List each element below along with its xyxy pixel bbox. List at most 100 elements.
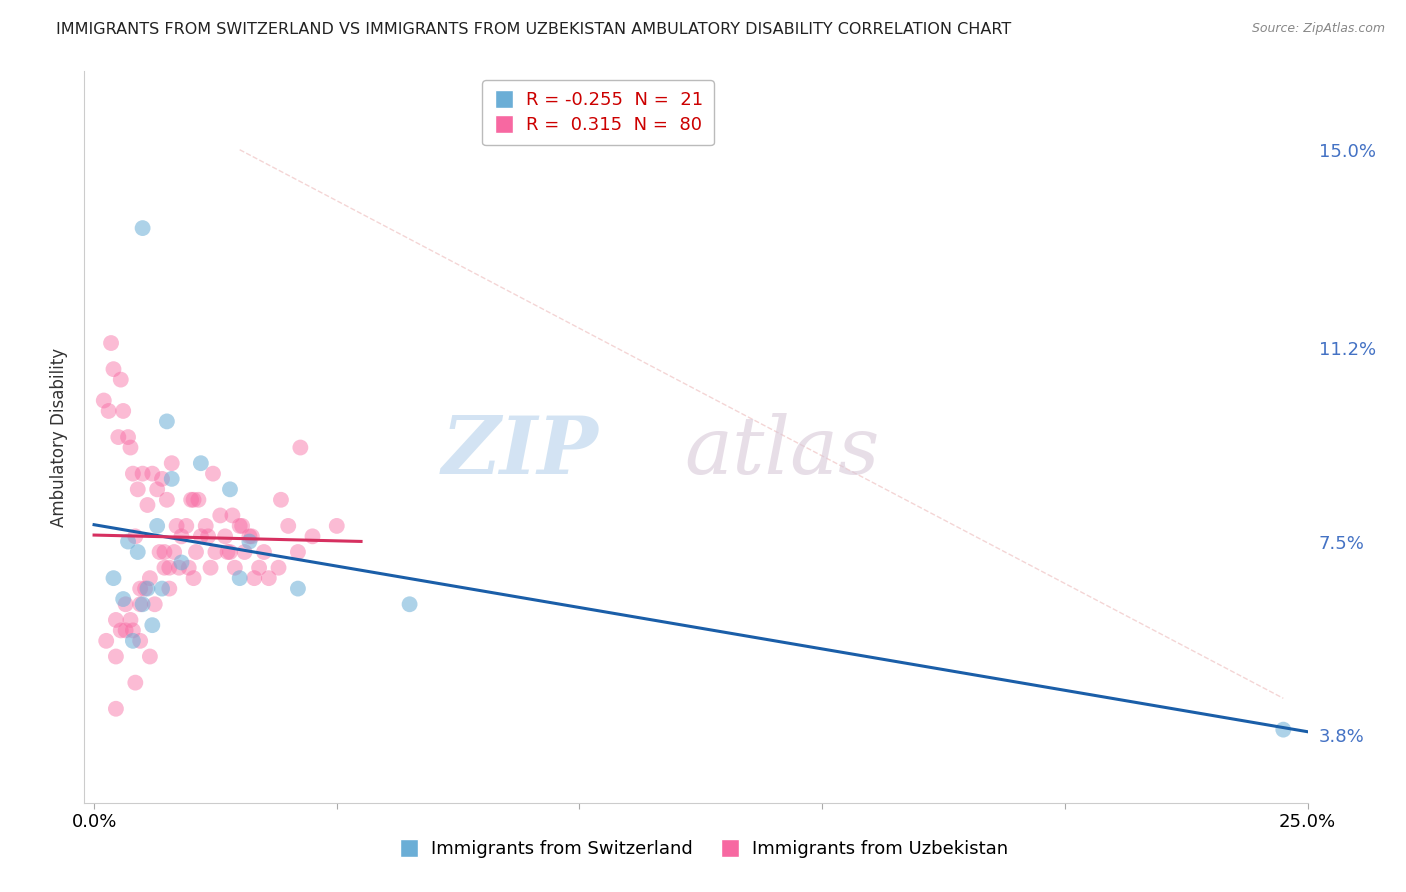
Point [156, 492, 179, 507]
Point [131, 597, 153, 611]
Point [107, 430, 129, 444]
Point [197, 529, 219, 543]
Point [200, 560, 222, 574]
Point [129, 633, 152, 648]
Point [122, 624, 145, 638]
Point [1272, 723, 1295, 737]
Point [277, 519, 299, 533]
Point [117, 534, 139, 549]
Point [233, 545, 256, 559]
Point [228, 519, 250, 533]
Legend: Immigrants from Switzerland, Immigrants from Uzbekistan: Immigrants from Switzerland, Immigrants … [391, 833, 1015, 865]
Point [217, 545, 239, 559]
Point [93, 393, 115, 408]
Point [146, 483, 169, 497]
Point [170, 556, 193, 570]
Point [117, 430, 139, 444]
Point [160, 456, 183, 470]
Point [180, 492, 202, 507]
Point [136, 582, 159, 596]
Point [131, 467, 153, 481]
Text: atlas: atlas [683, 413, 879, 491]
Point [257, 571, 280, 585]
Point [224, 560, 246, 574]
Point [129, 597, 152, 611]
Point [247, 560, 270, 574]
Point [174, 519, 197, 533]
Point [150, 472, 173, 486]
Point [139, 649, 162, 664]
Point [139, 571, 162, 585]
Point [219, 483, 242, 497]
Point [209, 508, 232, 523]
Point [103, 571, 125, 585]
Point [120, 441, 142, 455]
Point [104, 649, 127, 664]
Point [143, 597, 166, 611]
Point [127, 483, 149, 497]
Point [112, 404, 135, 418]
Point [127, 545, 149, 559]
Point [141, 618, 163, 632]
Y-axis label: Ambulatory Disability: Ambulatory Disability [49, 348, 67, 526]
Text: ZIP: ZIP [441, 413, 598, 491]
Point [240, 529, 263, 543]
Point [170, 529, 193, 543]
Point [398, 597, 420, 611]
Point [124, 675, 146, 690]
Point [238, 529, 260, 543]
Point [228, 571, 250, 585]
Point [120, 613, 142, 627]
Point [136, 498, 159, 512]
Point [157, 582, 180, 596]
Point [156, 414, 179, 428]
Point [231, 519, 253, 533]
Point [131, 221, 153, 235]
Point [326, 519, 349, 533]
Point [238, 534, 260, 549]
Point [190, 529, 212, 543]
Point [96, 633, 118, 648]
Point [204, 545, 226, 559]
Point [157, 560, 180, 574]
Point [267, 560, 290, 574]
Point [124, 529, 146, 543]
Point [146, 519, 169, 533]
Point [114, 624, 136, 638]
Point [201, 467, 224, 481]
Legend: R = -0.255  N =  21, R =  0.315  N =  80: R = -0.255 N = 21, R = 0.315 N = 80 [482, 80, 714, 145]
Point [100, 336, 122, 351]
Point [153, 545, 176, 559]
Point [160, 472, 183, 486]
Point [190, 456, 212, 470]
Point [253, 545, 276, 559]
Point [167, 560, 190, 574]
Point [122, 633, 145, 648]
Point [122, 467, 145, 481]
Point [214, 529, 236, 543]
Point [243, 571, 266, 585]
Point [177, 560, 200, 574]
Point [134, 582, 156, 596]
Point [97, 404, 120, 418]
Point [150, 582, 173, 596]
Point [103, 362, 125, 376]
Point [110, 624, 132, 638]
Point [104, 613, 127, 627]
Point [287, 582, 309, 596]
Point [194, 519, 217, 533]
Point [112, 592, 135, 607]
Point [184, 545, 207, 559]
Point [163, 545, 186, 559]
Point [290, 441, 312, 455]
Text: Source: ZipAtlas.com: Source: ZipAtlas.com [1251, 22, 1385, 36]
Point [219, 545, 242, 559]
Point [301, 529, 323, 543]
Point [183, 571, 205, 585]
Point [221, 508, 243, 523]
Point [183, 492, 205, 507]
Point [166, 519, 188, 533]
Point [114, 597, 136, 611]
Point [110, 373, 132, 387]
Point [187, 492, 209, 507]
